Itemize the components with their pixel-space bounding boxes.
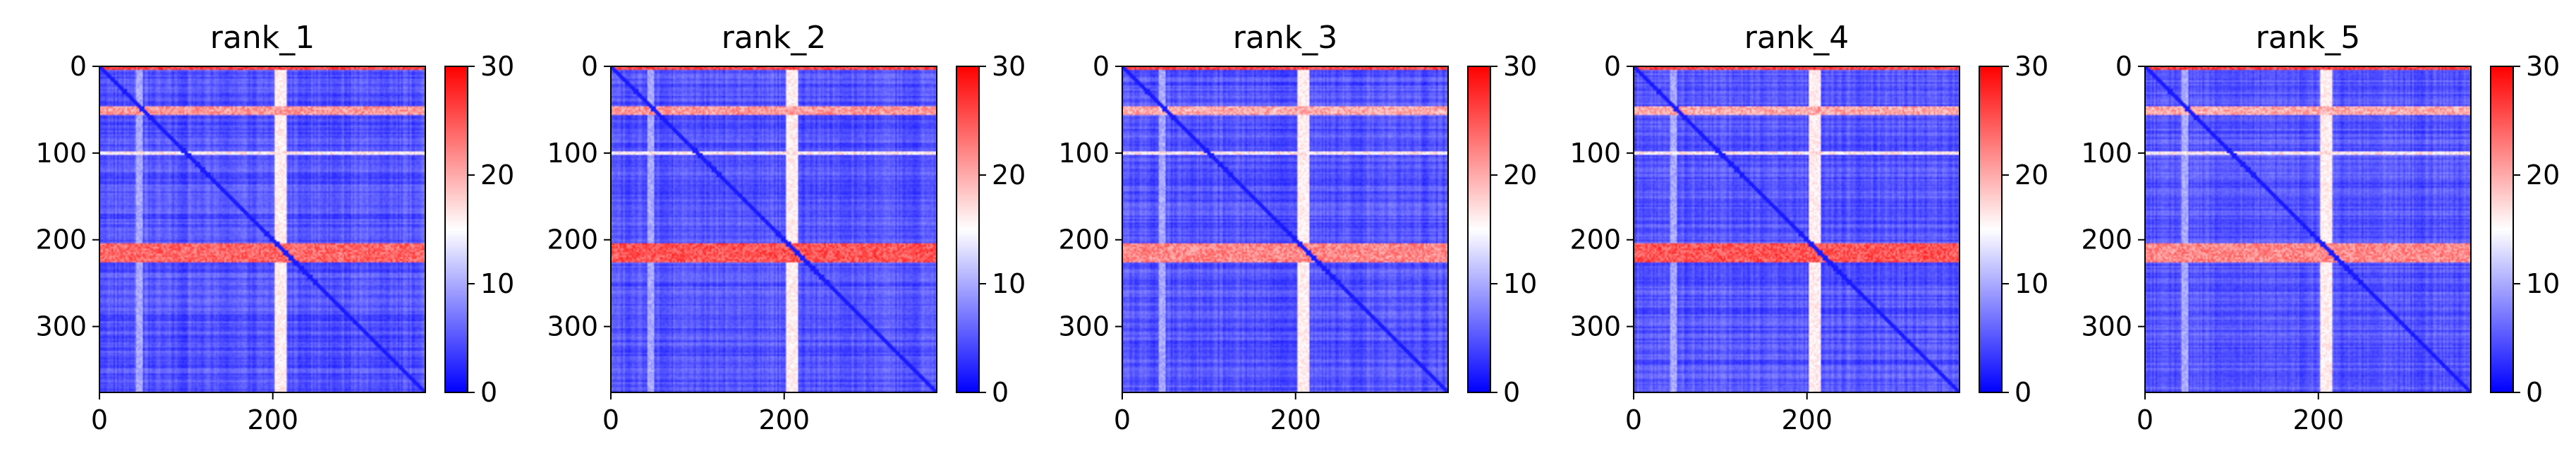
colorbar: [1467, 66, 1491, 393]
plot-frame: [2144, 66, 2472, 393]
heatmap-panel-2: rank_2 0 100 200 300 0 200 0 10 20 30: [547, 20, 1026, 435]
colorbar-tick-label: 20: [2015, 160, 2048, 191]
y-tick-label: 300: [1569, 311, 1621, 342]
colorbar-tick-label: 10: [2015, 268, 2048, 299]
y-tick-label: 100: [1058, 138, 1110, 169]
heatmap-panel-1: rank_1 0 100 200 300 0 200 0 10 20 30: [35, 20, 514, 435]
heatmap-image: [99, 66, 425, 392]
panel-title: rank_5: [2256, 20, 2360, 56]
plot-frame: [1633, 66, 1960, 393]
colorbar-tick-label: 10: [1503, 268, 1537, 299]
heatmap-image: [1122, 66, 1448, 392]
colorbar: [2490, 66, 2514, 393]
x-tick-label: 200: [1270, 404, 1321, 435]
y-tick-label: 0: [1604, 51, 1621, 82]
colorbar-tick-label: 30: [480, 51, 514, 82]
colorbar-tick-label: 20: [992, 160, 1026, 191]
x-tick-label: 0: [1625, 404, 1642, 435]
x-tick-label: 200: [2292, 404, 2344, 435]
colorbar-tick-label: 30: [2015, 51, 2048, 82]
y-tick-label: 200: [547, 224, 598, 255]
x-tick-label: 0: [2137, 404, 2153, 435]
heatmap-image: [2145, 66, 2471, 392]
colorbar-tick-label: 0: [1503, 377, 1520, 408]
heatmap-panel-5: rank_5 0 100 200 300 0 200 0 10 20 30: [2081, 20, 2560, 435]
plot-frame: [99, 66, 426, 393]
x-tick-label: 200: [758, 404, 810, 435]
y-tick-label: 300: [547, 311, 598, 342]
colorbar-tick-label: 30: [1503, 51, 1537, 82]
panel-title: rank_3: [1233, 20, 1337, 56]
y-tick-label: 300: [1058, 311, 1110, 342]
plot-frame: [1122, 66, 1449, 393]
y-tick-label: 200: [1058, 224, 1110, 255]
colorbar-tick-label: 10: [992, 268, 1026, 299]
colorbar-tick-label: 20: [480, 160, 514, 191]
colorbar-tick-label: 0: [2015, 377, 2031, 408]
panel-title: rank_2: [722, 20, 826, 56]
y-tick-label: 100: [547, 138, 598, 169]
y-tick-label: 200: [35, 224, 87, 255]
y-tick-label: 100: [35, 138, 87, 169]
colorbar-tick-label: 0: [480, 377, 497, 408]
colorbar: [1979, 66, 2003, 393]
colorbar-tick-label: 30: [2526, 51, 2560, 82]
colorbar-tick-label: 10: [480, 268, 514, 299]
y-tick-label: 0: [2115, 51, 2132, 82]
colorbar: [956, 66, 980, 393]
x-tick-label: 0: [602, 404, 619, 435]
heatmap-image: [1634, 66, 1960, 392]
colorbar-tick-label: 20: [1503, 160, 1537, 191]
colorbar-tick-label: 10: [2526, 268, 2560, 299]
colorbar-tick-label: 0: [992, 377, 1009, 408]
x-tick-label: 200: [1781, 404, 1833, 435]
x-tick-label: 0: [91, 404, 108, 435]
x-tick-label: 200: [247, 404, 298, 435]
colorbar: [444, 66, 468, 393]
heatmap-image: [611, 66, 937, 392]
heatmap-panel-3: rank_3 0 100 200 300 0 200 0 10 20 30: [1058, 20, 1537, 435]
y-tick-label: 0: [70, 51, 87, 82]
y-tick-label: 0: [581, 51, 598, 82]
y-tick-label: 200: [2081, 224, 2132, 255]
x-tick-label: 0: [1114, 404, 1131, 435]
colorbar-tick-label: 0: [2526, 377, 2543, 408]
y-tick-label: 300: [2081, 311, 2132, 342]
y-tick-label: 100: [1569, 138, 1621, 169]
panel-title: rank_1: [210, 20, 315, 56]
y-tick-label: 100: [2081, 138, 2132, 169]
y-tick-label: 0: [1093, 51, 1110, 82]
colorbar-tick-label: 20: [2526, 160, 2560, 191]
heatmap-panel-4: rank_4 0 100 200 300 0 200 0 10 20 30: [1569, 20, 2048, 435]
colorbar-tick-label: 30: [992, 51, 1026, 82]
y-tick-label: 300: [35, 311, 87, 342]
plot-frame: [610, 66, 937, 393]
y-tick-label: 200: [1569, 224, 1621, 255]
panel-title: rank_4: [1744, 20, 1849, 56]
